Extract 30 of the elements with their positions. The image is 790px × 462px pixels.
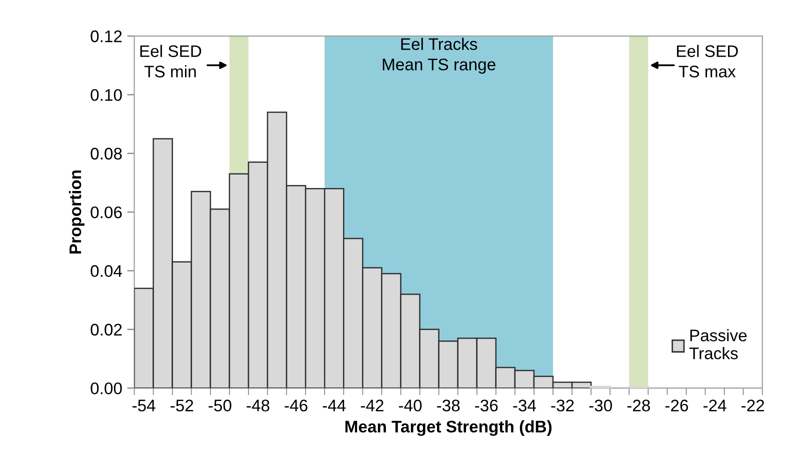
y-tick-label: 0.08 xyxy=(90,148,122,160)
x-tick-label: -50 xyxy=(208,400,232,412)
x-axis-title: Mean Target Strength (dB) xyxy=(345,420,552,436)
x-tick-label: -54 xyxy=(132,400,156,412)
x-tick-label: -22 xyxy=(742,400,764,412)
y-tick-label: 0.04 xyxy=(90,265,122,277)
x-tick-label: -40 xyxy=(398,400,422,412)
x-tick-label: -36 xyxy=(475,400,498,412)
band-label: Eel SED TS min xyxy=(140,44,202,78)
y-tick-label: 0.02 xyxy=(90,324,122,336)
x-tick-label: -28 xyxy=(627,400,650,412)
x-tick-label: -38 xyxy=(437,400,460,412)
legend-label: Passive Tracks xyxy=(689,329,747,360)
x-tick-label: -46 xyxy=(284,400,308,412)
x-tick-label: -48 xyxy=(246,400,270,412)
x-tick-label: -32 xyxy=(551,400,574,412)
y-tick-label: 0.12 xyxy=(90,30,122,42)
x-tick-label: -30 xyxy=(589,400,612,412)
y-tick-label: 0.06 xyxy=(90,206,122,218)
y-tick-label: 0.00 xyxy=(90,382,122,394)
x-tick-label: -42 xyxy=(360,400,384,412)
y-axis-title: Proportion xyxy=(68,170,85,254)
y-tick-label: 0.10 xyxy=(90,89,122,101)
x-tick-label: -44 xyxy=(322,400,346,412)
x-tick-label: -34 xyxy=(513,400,536,412)
band-label: Eel SED TS max xyxy=(677,44,738,78)
band-label: Eel Tracks Mean TS range xyxy=(382,38,496,74)
x-tick-label: -26 xyxy=(665,400,688,412)
x-tick-label: -24 xyxy=(703,400,726,412)
x-tick-label: -52 xyxy=(170,400,194,412)
